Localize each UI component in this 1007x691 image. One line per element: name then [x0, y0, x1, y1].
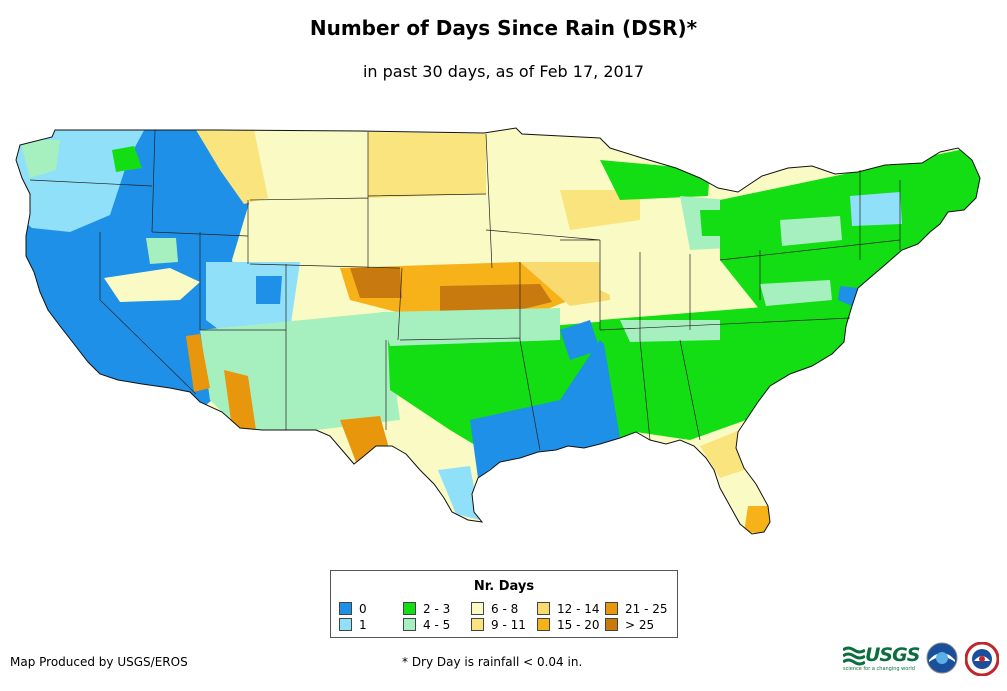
legend-label: 15 - 20 [557, 618, 600, 632]
legend-swatch [605, 602, 618, 615]
legend-swatch [471, 602, 484, 615]
legend-item: > 25 [605, 618, 654, 632]
dry-day-footnote: * Dry Day is rainfall < 0.04 in. [402, 655, 583, 669]
legend-item: 12 - 14 [537, 602, 600, 616]
legend-label: 4 - 5 [423, 618, 451, 632]
legend-swatch [403, 602, 416, 615]
legend-label: > 25 [625, 618, 655, 632]
state-boundaries [29, 129, 901, 451]
legend-item: 15 - 20 [537, 618, 600, 632]
legend-item: 0 [339, 602, 367, 616]
legend-item: 6 - 8 [471, 602, 518, 616]
usgs-tagline: science for a changing world [843, 666, 915, 672]
legend-item: 4 - 5 [403, 618, 450, 632]
map-credit: Map Produced by USGS/EROS [10, 655, 188, 669]
legend-swatch [471, 618, 484, 631]
us-dsr-map [15, 127, 981, 535]
legend-label: 2 - 3 [423, 602, 451, 616]
legend-item: 21 - 25 [605, 602, 668, 616]
map-subtitle: in past 30 days, as of Feb 17, 2017 [362, 62, 645, 81]
dsr-regions [16, 128, 980, 534]
legend-swatch [339, 618, 352, 631]
legend-swatch [339, 602, 352, 615]
usgs-logo-text: USGS [865, 644, 920, 666]
legend-item: 1 [339, 618, 367, 632]
legend-label: 0 [359, 602, 367, 616]
legend-swatch [605, 618, 618, 631]
noaa-logo-icon [926, 642, 958, 674]
legend-swatch [403, 618, 416, 631]
legend-item: 9 - 11 [471, 618, 526, 632]
legend-label: 1 [359, 618, 367, 632]
legend-label: 9 - 11 [491, 618, 526, 632]
legend-label: 21 - 25 [625, 602, 668, 616]
legend: Nr. Days 0 1 2 - 3 4 - 5 6 - 8 9 - 11 12… [330, 570, 678, 638]
usgs-logo-icon [843, 646, 865, 666]
legend-swatch [537, 618, 550, 631]
nws-logo-icon [965, 642, 999, 676]
legend-label: 6 - 8 [491, 602, 519, 616]
legend-title: Nr. Days [473, 579, 535, 594]
legend-label: 12 - 14 [557, 602, 600, 616]
legend-item: 2 - 3 [403, 602, 450, 616]
legend-swatch [537, 602, 550, 615]
agency-logos: USGS science for a changing world [843, 640, 1003, 676]
map-title: Number of Days Since Rain (DSR)* [309, 16, 698, 40]
